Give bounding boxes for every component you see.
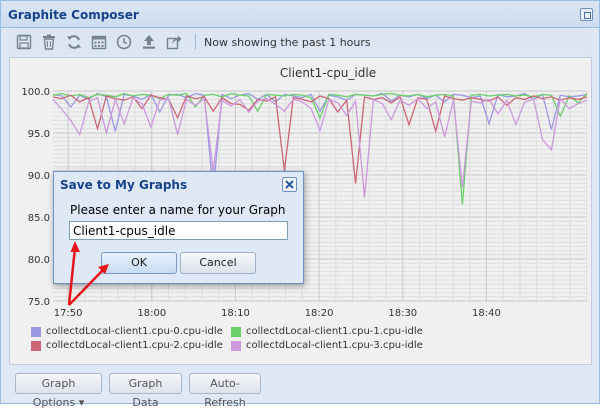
dialog-message: Please enter a name for your Graph xyxy=(70,203,286,217)
window-titlebar: Graphite Composer xyxy=(1,1,599,28)
window-title: Graphite Composer xyxy=(8,8,139,22)
cancel-button[interactable]: Cancel xyxy=(180,252,256,274)
graph-data-button[interactable]: Graph Data xyxy=(109,373,182,409)
legend-swatch-cpu-1 xyxy=(231,327,241,337)
save-icon[interactable] xyxy=(15,33,33,51)
auto-refresh-button[interactable]: Auto-Refresh xyxy=(189,373,261,409)
share-icon[interactable] xyxy=(165,33,183,51)
calendar-icon[interactable] xyxy=(90,33,108,51)
graph-name-input[interactable] xyxy=(69,221,288,240)
legend-label-cpu-0: collectdLocal-client1.cpu-0.cpu-idle xyxy=(46,326,223,337)
x-tick-label: 17:50 xyxy=(54,308,83,319)
graph-options-label: Graph Options xyxy=(32,377,76,409)
legend-swatch-cpu-2 xyxy=(31,341,41,351)
chart-legend: collectdLocal-client1.cpu-0.cpu-idle col… xyxy=(21,326,471,356)
ok-button[interactable]: OK xyxy=(101,252,177,274)
dropdown-arrow-icon: ▾ xyxy=(78,396,85,409)
y-tick-label: 90.0 xyxy=(28,171,50,182)
x-tick-label: 18:10 xyxy=(221,308,250,319)
toolbar-separator xyxy=(195,34,196,50)
y-tick-label: 100.0 xyxy=(21,87,50,98)
legend-label-cpu-3: collectdLocal-client1.cpu-3.cpu-idle xyxy=(246,340,423,351)
refresh-icon[interactable] xyxy=(65,33,83,51)
legend-swatch-cpu-3 xyxy=(231,341,241,351)
save-graph-dialog: Save to My Graphs Please enter a name fo… xyxy=(53,171,304,284)
series-line-cpu-2 xyxy=(52,94,588,184)
upload-icon[interactable] xyxy=(140,33,158,51)
x-tick-label: 18:40 xyxy=(472,308,501,319)
legend-label-cpu-2: collectdLocal-client1.cpu-2.cpu-idle xyxy=(46,340,223,351)
close-icon[interactable] xyxy=(282,177,297,192)
series-line-cpu-0 xyxy=(52,92,588,192)
chart-title: Client1-cpu_idle xyxy=(280,66,376,80)
legend-swatch-cpu-0 xyxy=(31,327,41,337)
clock-icon[interactable] xyxy=(115,33,133,51)
y-tick-label: 95.0 xyxy=(28,129,50,140)
y-tick-label: 85.0 xyxy=(28,213,50,224)
series-line-cpu-1 xyxy=(52,92,588,205)
y-tick-label: 80.0 xyxy=(28,255,50,266)
x-tick-label: 18:20 xyxy=(305,308,334,319)
x-tick-label: 18:30 xyxy=(388,308,417,319)
toolbar: Now showing the past 1 hours xyxy=(9,29,591,55)
time-range-status: Now showing the past 1 hours xyxy=(204,36,371,49)
series-line-cpu-3 xyxy=(52,96,588,198)
trash-icon[interactable] xyxy=(40,33,58,51)
y-tick-label: 75.0 xyxy=(28,297,50,308)
dialog-title: Save to My Graphs xyxy=(60,178,188,192)
legend-label-cpu-1: collectdLocal-client1.cpu-1.cpu-idle xyxy=(246,326,423,337)
maximize-icon[interactable] xyxy=(580,8,593,21)
x-tick-label: 18:00 xyxy=(137,308,166,319)
graph-options-button[interactable]: Graph Options ▾ xyxy=(15,373,102,409)
